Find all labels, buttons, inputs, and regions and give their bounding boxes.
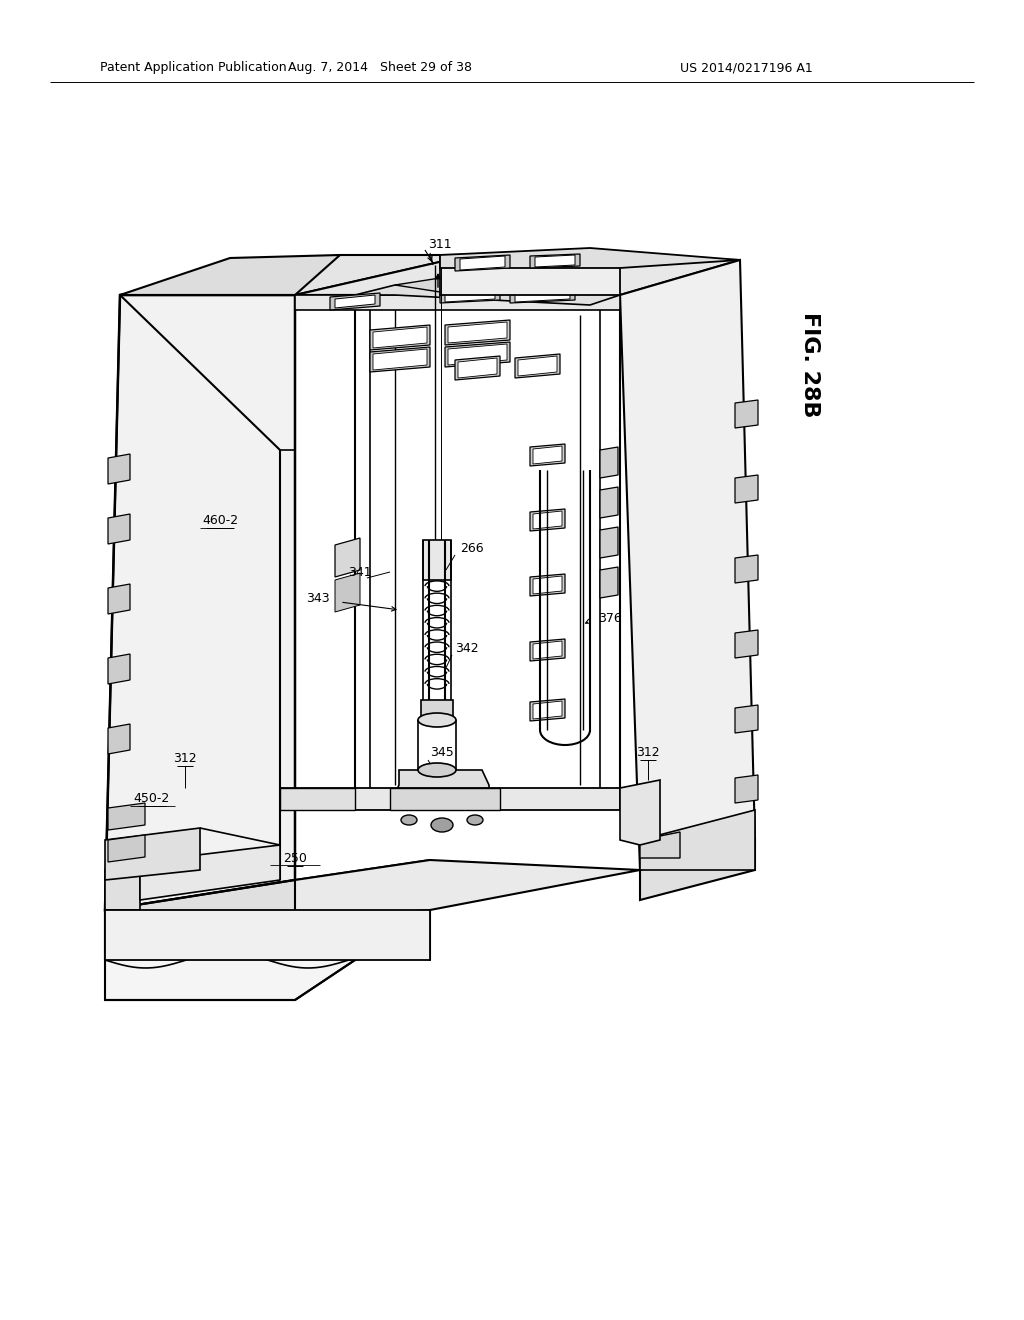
Polygon shape bbox=[335, 294, 375, 308]
Polygon shape bbox=[640, 832, 680, 858]
Polygon shape bbox=[535, 255, 575, 267]
Polygon shape bbox=[735, 554, 758, 583]
Polygon shape bbox=[295, 294, 620, 310]
Text: 460-2: 460-2 bbox=[202, 513, 238, 527]
Polygon shape bbox=[280, 788, 620, 810]
Polygon shape bbox=[108, 454, 130, 484]
Ellipse shape bbox=[418, 713, 456, 727]
Polygon shape bbox=[105, 294, 295, 909]
Polygon shape bbox=[355, 285, 620, 305]
Polygon shape bbox=[735, 705, 758, 733]
Polygon shape bbox=[530, 574, 565, 597]
Polygon shape bbox=[105, 909, 430, 960]
Polygon shape bbox=[640, 840, 755, 900]
Polygon shape bbox=[373, 327, 427, 348]
Text: 376: 376 bbox=[598, 611, 622, 624]
Polygon shape bbox=[108, 723, 130, 754]
Polygon shape bbox=[440, 255, 620, 294]
Polygon shape bbox=[600, 487, 618, 517]
Polygon shape bbox=[295, 255, 740, 294]
Polygon shape bbox=[392, 770, 489, 800]
Ellipse shape bbox=[467, 814, 483, 825]
Polygon shape bbox=[390, 788, 500, 810]
Polygon shape bbox=[510, 286, 575, 304]
Polygon shape bbox=[421, 700, 453, 719]
Polygon shape bbox=[530, 253, 580, 268]
Ellipse shape bbox=[418, 763, 456, 777]
Polygon shape bbox=[108, 653, 130, 684]
Polygon shape bbox=[534, 511, 562, 529]
Text: 341: 341 bbox=[348, 565, 372, 578]
Polygon shape bbox=[735, 775, 758, 803]
Polygon shape bbox=[395, 279, 590, 292]
Polygon shape bbox=[600, 527, 618, 558]
Polygon shape bbox=[445, 288, 495, 302]
Polygon shape bbox=[105, 861, 430, 920]
Ellipse shape bbox=[431, 818, 453, 832]
Ellipse shape bbox=[401, 814, 417, 825]
Polygon shape bbox=[449, 322, 507, 343]
Polygon shape bbox=[455, 255, 510, 271]
Polygon shape bbox=[105, 828, 200, 880]
Polygon shape bbox=[515, 354, 560, 378]
Polygon shape bbox=[534, 576, 562, 594]
Polygon shape bbox=[330, 293, 380, 310]
Text: 266: 266 bbox=[460, 541, 483, 554]
Text: FIG. 28B: FIG. 28B bbox=[800, 313, 820, 417]
Polygon shape bbox=[370, 347, 430, 372]
Text: 311: 311 bbox=[428, 239, 452, 252]
Polygon shape bbox=[534, 701, 562, 719]
Text: 342: 342 bbox=[455, 642, 478, 655]
Polygon shape bbox=[445, 319, 510, 345]
Text: Patent Application Publication: Patent Application Publication bbox=[100, 62, 287, 74]
Polygon shape bbox=[423, 540, 451, 579]
Text: 312: 312 bbox=[173, 751, 197, 764]
Polygon shape bbox=[735, 475, 758, 503]
Polygon shape bbox=[460, 256, 505, 271]
Polygon shape bbox=[534, 446, 562, 465]
Polygon shape bbox=[105, 862, 140, 909]
Polygon shape bbox=[440, 286, 500, 304]
Polygon shape bbox=[120, 255, 470, 294]
Polygon shape bbox=[445, 342, 510, 367]
Polygon shape bbox=[530, 510, 565, 531]
Polygon shape bbox=[440, 248, 740, 268]
Text: 312: 312 bbox=[636, 746, 659, 759]
Polygon shape bbox=[530, 639, 565, 661]
Text: Aug. 7, 2014   Sheet 29 of 38: Aug. 7, 2014 Sheet 29 of 38 bbox=[288, 62, 472, 74]
Polygon shape bbox=[108, 513, 130, 544]
Polygon shape bbox=[735, 630, 758, 657]
Polygon shape bbox=[108, 836, 145, 862]
Polygon shape bbox=[735, 400, 758, 428]
Polygon shape bbox=[455, 356, 500, 380]
Text: 450-2: 450-2 bbox=[134, 792, 170, 804]
Text: 343: 343 bbox=[306, 591, 330, 605]
Polygon shape bbox=[449, 345, 507, 366]
Polygon shape bbox=[640, 810, 755, 870]
Polygon shape bbox=[518, 356, 557, 376]
Polygon shape bbox=[600, 568, 618, 598]
Polygon shape bbox=[108, 803, 145, 830]
Text: 250: 250 bbox=[283, 851, 307, 865]
Polygon shape bbox=[105, 909, 430, 1001]
Polygon shape bbox=[335, 539, 360, 577]
Polygon shape bbox=[534, 642, 562, 659]
Polygon shape bbox=[620, 260, 755, 870]
Polygon shape bbox=[530, 444, 565, 466]
Polygon shape bbox=[515, 288, 570, 302]
Polygon shape bbox=[108, 583, 130, 614]
Polygon shape bbox=[373, 348, 427, 370]
Polygon shape bbox=[140, 845, 280, 900]
Polygon shape bbox=[600, 447, 618, 478]
Polygon shape bbox=[120, 255, 340, 294]
Polygon shape bbox=[458, 358, 497, 378]
Polygon shape bbox=[295, 861, 640, 931]
Polygon shape bbox=[370, 325, 430, 350]
Text: 345: 345 bbox=[430, 746, 454, 759]
Polygon shape bbox=[280, 788, 355, 810]
Polygon shape bbox=[335, 573, 360, 612]
Text: US 2014/0217196 A1: US 2014/0217196 A1 bbox=[680, 62, 813, 74]
Polygon shape bbox=[530, 700, 565, 721]
Polygon shape bbox=[620, 780, 660, 845]
